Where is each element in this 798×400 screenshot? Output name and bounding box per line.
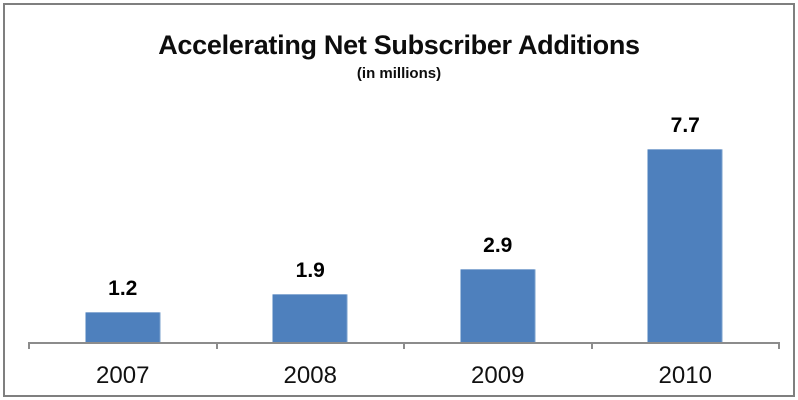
bar [85,312,161,342]
x-axis-tick-label: 2008 [283,362,337,389]
x-axis-tick [403,342,405,349]
bar-group-2007: 1.2 2007 [29,105,217,388]
bar-group-2009: 2.9 2009 [404,105,592,388]
bar-value-label: 2.9 [483,234,513,257]
bar [647,149,723,342]
chart-title: Accelerating Net Subscriber Additions [158,30,640,60]
plot-area: 1.2 2007 1.9 2008 2.9 2009 7.7 2010 [28,105,780,388]
chart-frame: Accelerating Net Subscriber Additions (i… [3,3,795,397]
bar [272,294,348,342]
x-axis-tick [590,342,593,349]
x-axis-tick [778,342,780,349]
bar [460,269,536,342]
x-axis-tick [215,342,218,349]
x-axis-tick-label: 2009 [471,362,525,389]
x-axis-tick [28,342,30,349]
chart-subtitle: (in millions) [356,65,442,82]
bar-group-2010: 7.7 2010 [592,105,780,388]
x-axis-tick-label: 2007 [96,362,150,389]
bar-group-2008: 1.9 2008 [217,105,405,388]
bar-value-label: 7.7 [670,114,700,137]
bar-value-label: 1.9 [295,259,325,282]
bar-value-label: 1.2 [108,277,138,300]
x-axis-tick-label: 2010 [658,362,712,389]
